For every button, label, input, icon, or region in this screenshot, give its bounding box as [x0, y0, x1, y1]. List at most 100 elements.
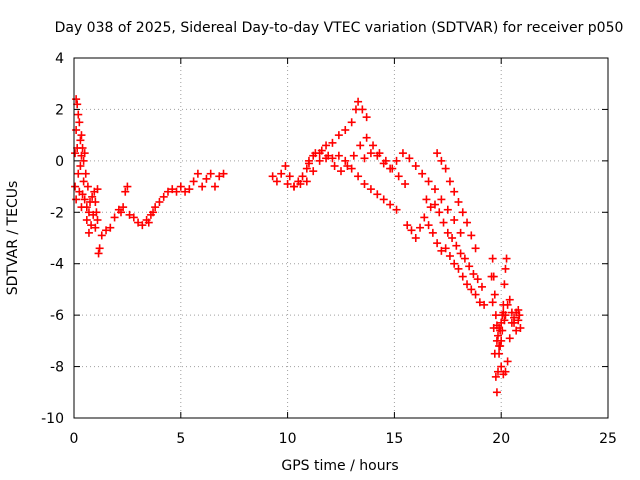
data-point — [210, 182, 219, 191]
data-point — [110, 213, 119, 222]
data-point — [87, 221, 96, 230]
data-point — [505, 295, 514, 304]
data-point — [411, 162, 420, 170]
y-tick-label: 0 — [55, 154, 64, 170]
x-tick-label: 0 — [70, 431, 79, 447]
data-point — [206, 169, 215, 178]
data-point — [386, 200, 395, 209]
data-point — [219, 169, 228, 178]
data-point — [492, 336, 501, 345]
y-tick-label: -6 — [50, 308, 64, 324]
data-point — [358, 105, 367, 114]
data-point — [405, 154, 414, 163]
x-tick-label: 25 — [599, 431, 617, 447]
data-point — [356, 141, 365, 150]
data-point — [349, 151, 358, 160]
data-point — [159, 192, 168, 201]
data-point — [311, 149, 320, 158]
data-point — [81, 169, 90, 178]
data-point — [76, 162, 85, 170]
data-point — [119, 203, 128, 212]
data-point — [330, 162, 339, 170]
data-point — [439, 218, 448, 227]
data-point — [76, 136, 85, 145]
x-axis-label: GPS time / hours — [281, 458, 398, 474]
data-point — [369, 141, 378, 150]
y-tick-label: -4 — [50, 257, 64, 273]
y-axis-label: SDTVAR / TECUs — [5, 181, 21, 296]
data-point — [82, 216, 91, 224]
data-point — [475, 298, 484, 307]
data-point — [373, 190, 382, 199]
data-point — [84, 228, 93, 237]
y-tick-label: -10 — [41, 411, 64, 427]
data-point — [458, 272, 467, 281]
data-point — [469, 270, 478, 278]
data-point — [454, 198, 463, 206]
data-point — [354, 97, 363, 106]
data-point — [138, 221, 147, 230]
data-point — [97, 231, 106, 240]
data-point — [362, 113, 371, 122]
y-tick-label: 2 — [55, 102, 64, 118]
data-point — [290, 182, 299, 191]
data-point — [84, 208, 93, 217]
y-tick-label: -8 — [50, 360, 64, 376]
data-point — [493, 367, 502, 376]
data-point — [322, 141, 331, 150]
data-point — [78, 190, 87, 199]
data-series — [71, 95, 525, 397]
data-point — [215, 172, 224, 181]
data-point — [488, 298, 497, 307]
data-point — [116, 208, 125, 217]
data-point — [441, 244, 450, 253]
data-point — [467, 231, 476, 240]
data-point — [155, 198, 164, 206]
data-point — [283, 180, 292, 188]
data-point — [498, 311, 507, 320]
data-point — [373, 151, 382, 160]
data-point — [505, 334, 514, 343]
y-tick-label: -2 — [50, 205, 64, 221]
data-point — [73, 100, 82, 109]
data-point — [403, 221, 412, 230]
data-point — [341, 126, 350, 134]
data-point — [185, 185, 194, 194]
data-point — [304, 159, 313, 168]
data-point — [430, 200, 439, 209]
data-point — [91, 223, 100, 232]
data-point — [510, 313, 519, 322]
data-point — [354, 172, 363, 181]
data-point — [343, 162, 352, 170]
data-point — [149, 208, 158, 217]
data-point — [496, 326, 505, 335]
data-point — [454, 264, 463, 273]
data-point — [458, 208, 467, 217]
data-point — [433, 149, 442, 158]
data-point — [497, 362, 506, 371]
data-point — [80, 149, 89, 158]
data-point — [302, 164, 311, 173]
data-point — [492, 388, 501, 397]
data-point — [277, 169, 286, 178]
data-point — [416, 223, 425, 232]
data-point — [285, 172, 294, 181]
data-point — [460, 254, 469, 263]
data-point — [337, 167, 345, 176]
data-point — [328, 138, 337, 147]
data-point — [441, 164, 450, 173]
data-point — [144, 218, 153, 227]
data-point — [121, 187, 130, 196]
data-point — [334, 131, 343, 140]
data-point — [501, 367, 510, 376]
y-axis-ticks: -10 -8 -6 -4 -2 0 2 4 — [41, 51, 608, 427]
data-point — [78, 144, 87, 152]
data-point — [448, 234, 457, 242]
data-point — [480, 300, 489, 309]
data-point — [309, 167, 318, 176]
data-point — [502, 254, 511, 263]
data-point — [102, 226, 111, 235]
data-point — [134, 218, 143, 227]
data-point — [95, 244, 104, 253]
